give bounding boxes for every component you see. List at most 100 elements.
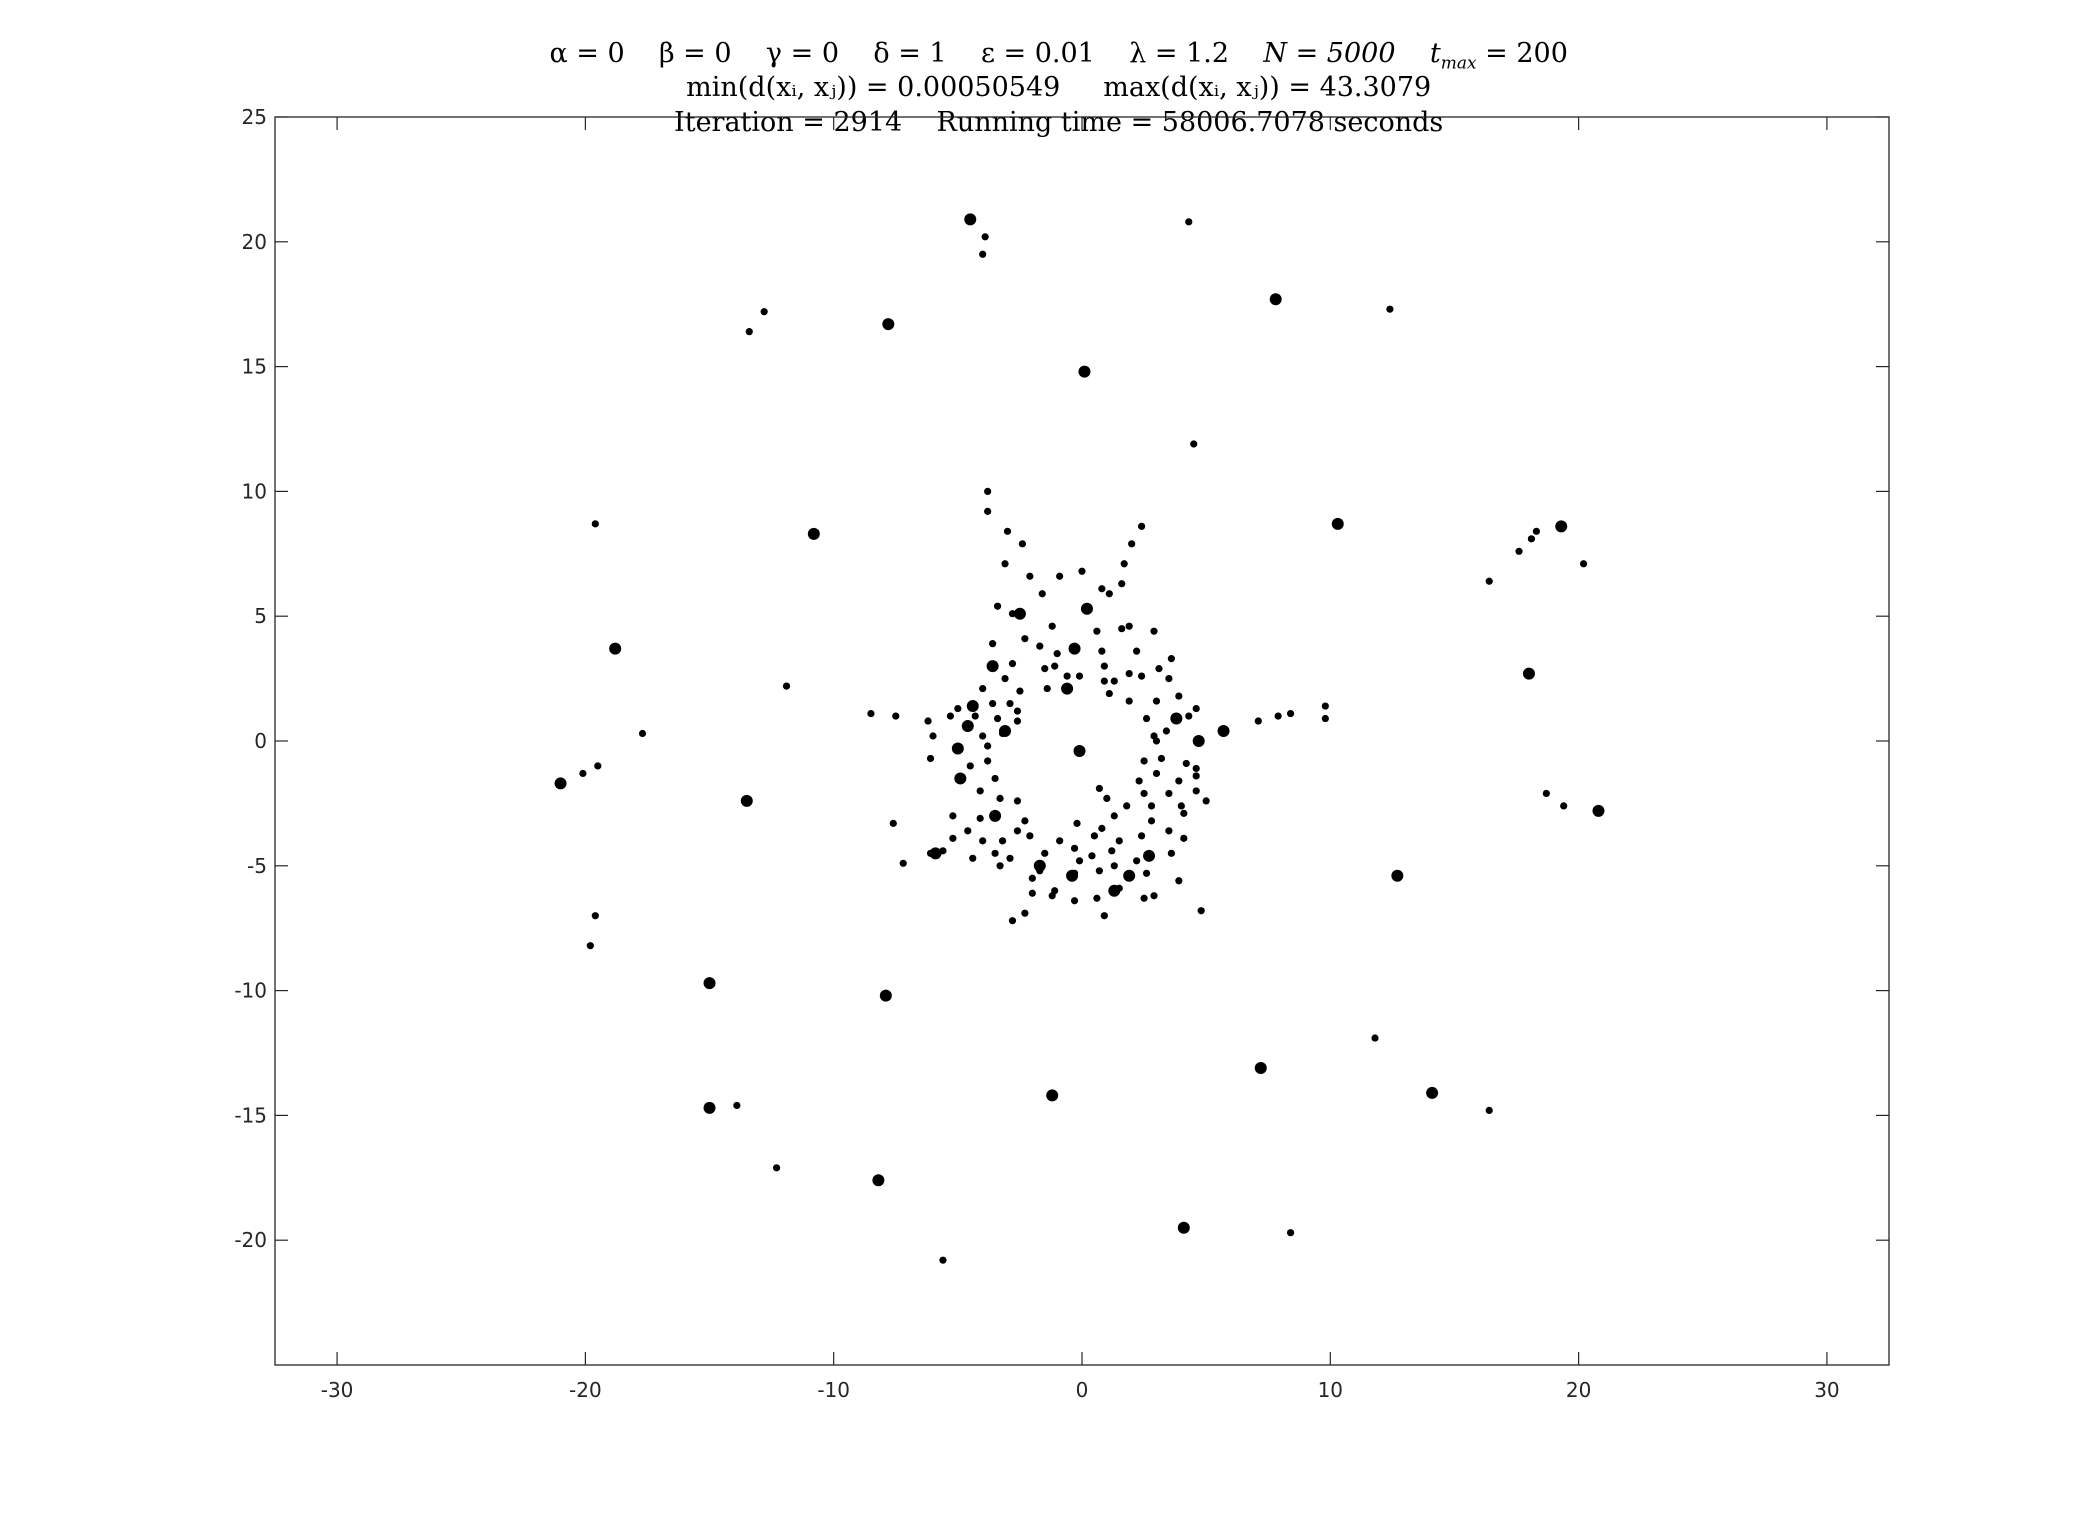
data-point — [1016, 687, 1024, 695]
data-point — [1579, 560, 1588, 568]
data-point-large — [1331, 517, 1344, 530]
data-point — [1192, 704, 1200, 713]
data-point — [1123, 802, 1131, 810]
data-point — [993, 714, 1002, 723]
data-point — [1105, 590, 1113, 598]
data-point — [733, 1101, 741, 1110]
data-point — [1100, 912, 1108, 920]
data-point — [1041, 665, 1049, 673]
data-point — [1167, 655, 1175, 663]
data-point — [996, 862, 1004, 870]
data-point — [981, 233, 989, 241]
data-point — [1075, 672, 1084, 680]
data-point — [924, 717, 932, 725]
data-point — [1110, 862, 1118, 870]
running-time: Running time = 58006.7078 seconds — [936, 107, 1444, 138]
data-point — [1103, 794, 1111, 803]
data-point — [1120, 560, 1128, 568]
data-point — [1088, 852, 1096, 860]
param-beta: β = 0 — [658, 38, 732, 69]
data-point — [1386, 305, 1394, 313]
data-point — [1157, 754, 1166, 763]
data-point — [1028, 874, 1036, 882]
data-point-large — [1033, 859, 1046, 872]
y-tick-label: 10 — [242, 479, 267, 503]
data-point — [1013, 707, 1022, 715]
data-point-large — [1177, 1221, 1190, 1234]
param-gamma: γ = 0 — [765, 38, 840, 69]
data-point-large — [1170, 712, 1183, 725]
data-point — [984, 487, 992, 495]
data-point — [1180, 809, 1188, 817]
data-point — [1142, 714, 1151, 723]
data-point — [1133, 857, 1141, 865]
data-point — [1108, 847, 1116, 855]
data-point — [1532, 527, 1541, 535]
data-point — [1001, 675, 1009, 683]
param-alpha: α = 0 — [549, 38, 625, 69]
data-point — [892, 712, 900, 720]
data-point-large — [807, 527, 820, 540]
data-point — [969, 854, 977, 862]
data-point — [1125, 697, 1133, 705]
data-point-large — [1592, 804, 1605, 817]
data-point — [929, 732, 937, 740]
data-point-large — [1046, 1089, 1059, 1102]
data-point-large — [1013, 607, 1026, 620]
data-point — [984, 757, 992, 765]
data-point — [1095, 867, 1103, 875]
data-point — [1056, 837, 1064, 845]
data-point — [996, 794, 1004, 803]
data-point — [1021, 909, 1029, 917]
data-point-large — [1108, 884, 1121, 897]
data-point — [1254, 717, 1262, 725]
data-point — [1371, 1034, 1379, 1042]
data-point — [1013, 717, 1022, 725]
data-point — [1152, 737, 1161, 745]
data-point — [1180, 834, 1188, 842]
data-point — [1063, 672, 1071, 680]
data-point — [591, 912, 599, 920]
data-point-large — [1143, 849, 1156, 862]
data-point — [586, 942, 594, 950]
data-points — [554, 213, 1605, 1264]
data-point — [1155, 665, 1163, 673]
data-point — [979, 250, 987, 258]
data-point — [1140, 894, 1148, 902]
data-point — [946, 712, 954, 720]
data-point — [1165, 789, 1173, 798]
data-point — [1150, 892, 1158, 900]
x-tick-label: -10 — [817, 1378, 850, 1402]
data-point-large — [1426, 1086, 1439, 1099]
data-point — [594, 762, 602, 770]
data-point — [1006, 854, 1014, 862]
data-point — [1098, 647, 1106, 655]
title-line-iteration: Iteration = 2914 Running time = 58006.70… — [0, 69, 2083, 177]
param-lambda: λ = 1.2 — [1129, 38, 1230, 69]
data-point — [949, 812, 957, 820]
data-point-large — [554, 777, 567, 790]
data-point — [1286, 1229, 1295, 1237]
data-point — [1165, 827, 1173, 835]
data-point — [889, 819, 897, 827]
data-point — [579, 769, 587, 778]
data-point-large — [1080, 602, 1093, 615]
data-point — [1073, 819, 1081, 827]
data-point — [1006, 699, 1014, 708]
data-point — [1137, 832, 1146, 840]
x-tick-label: 0 — [1076, 1378, 1089, 1402]
data-point-large — [961, 720, 974, 733]
x-tick-label: 10 — [1318, 1378, 1343, 1402]
data-point — [760, 308, 768, 316]
data-point — [979, 837, 987, 845]
y-tick-label: -5 — [247, 854, 267, 878]
data-point — [949, 834, 957, 842]
data-point — [1043, 684, 1051, 693]
data-point — [1125, 622, 1133, 630]
data-point — [1185, 712, 1193, 720]
axis-ticks: -30 -20 -10 0 10 20 30 -20 -15 -10 -5 0 5 10 15 20 25 — [234, 105, 1889, 1402]
data-point-large — [1078, 365, 1091, 378]
data-point — [954, 704, 962, 713]
data-point — [899, 859, 907, 867]
